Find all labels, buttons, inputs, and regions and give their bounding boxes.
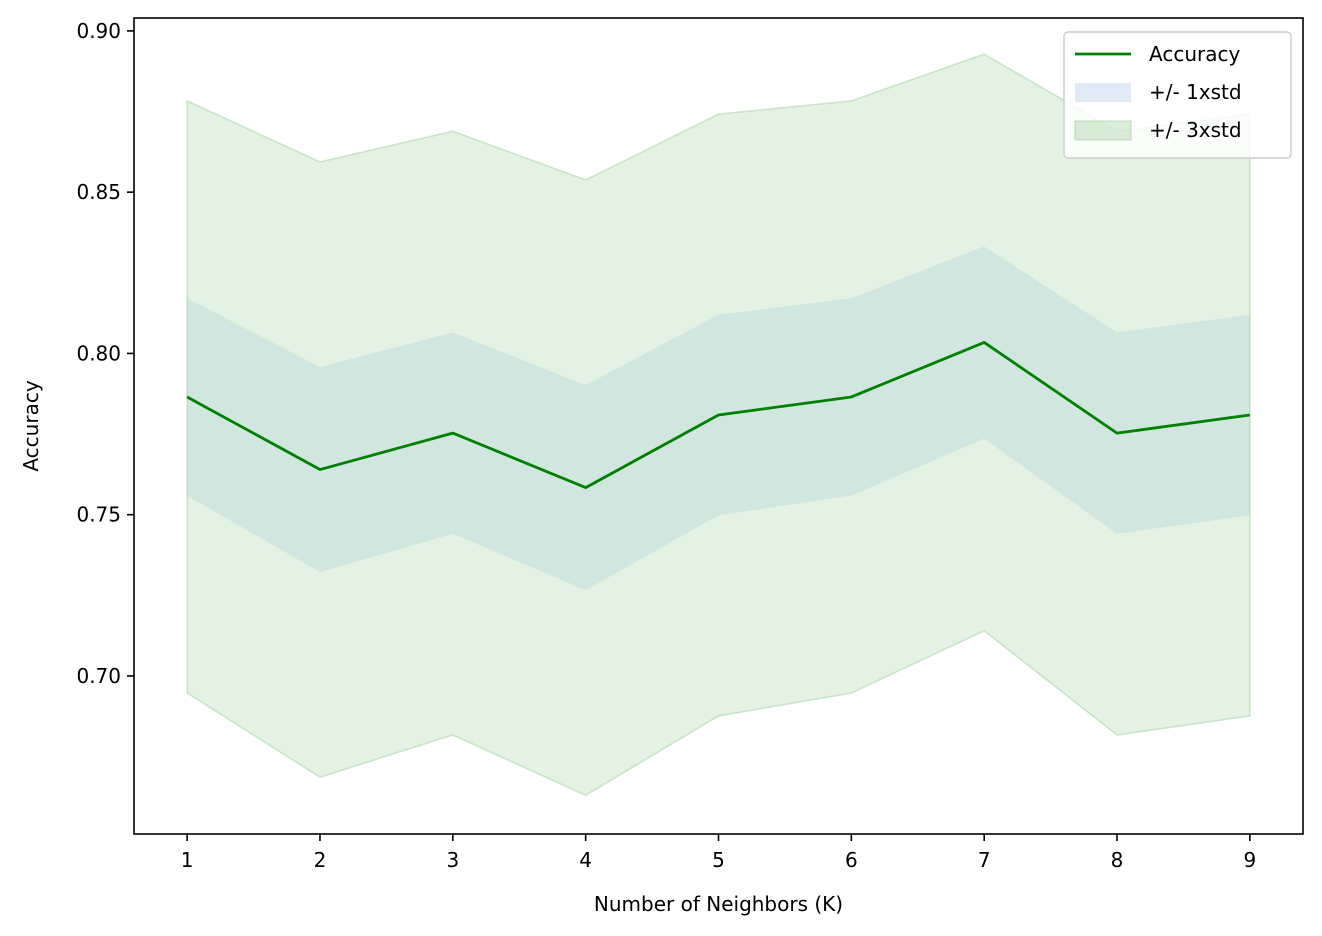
bands-layer [186, 53, 1251, 797]
y-tick-label: 0.85 [76, 180, 121, 204]
x-tick-label: 6 [845, 848, 858, 872]
x-axis-label: Number of Neighbors (K) [594, 892, 843, 916]
lines-layer [186, 341, 1251, 490]
y-tick-label: 0.75 [76, 503, 121, 527]
legend: Accuracy +/- 1xstd +/- 3xstd [1063, 31, 1292, 159]
x-axis-ticks: 1 2 3 4 5 6 7 8 9 [181, 834, 1256, 872]
y-tick-label: 0.90 [76, 19, 121, 43]
legend-box [1063, 31, 1292, 159]
band-2 [187, 246, 1250, 591]
legend-swatch-band-2 [1074, 120, 1132, 141]
legend-label: +/- 1xstd [1149, 80, 1242, 104]
x-tick-label: 9 [1243, 848, 1256, 872]
x-tick-label: 3 [446, 848, 459, 872]
x-tick-label: 7 [978, 848, 991, 872]
y-tick-label: 0.70 [76, 664, 121, 688]
y-axis-label: Accuracy [19, 380, 43, 471]
legend-swatch-band-1 [1075, 83, 1131, 102]
x-tick-label: 4 [579, 848, 592, 872]
x-tick-label: 1 [181, 848, 194, 872]
band-3 [186, 53, 1251, 797]
y-axis-ticks: 0.70 0.75 0.80 0.85 0.90 [76, 19, 134, 688]
x-tick-label: 8 [1111, 848, 1124, 872]
y-tick-label: 0.80 [76, 341, 121, 365]
legend-label: +/- 3xstd [1149, 118, 1242, 142]
x-tick-label: 5 [712, 848, 725, 872]
x-tick-label: 2 [314, 848, 327, 872]
legend-label: Accuracy [1149, 42, 1240, 66]
